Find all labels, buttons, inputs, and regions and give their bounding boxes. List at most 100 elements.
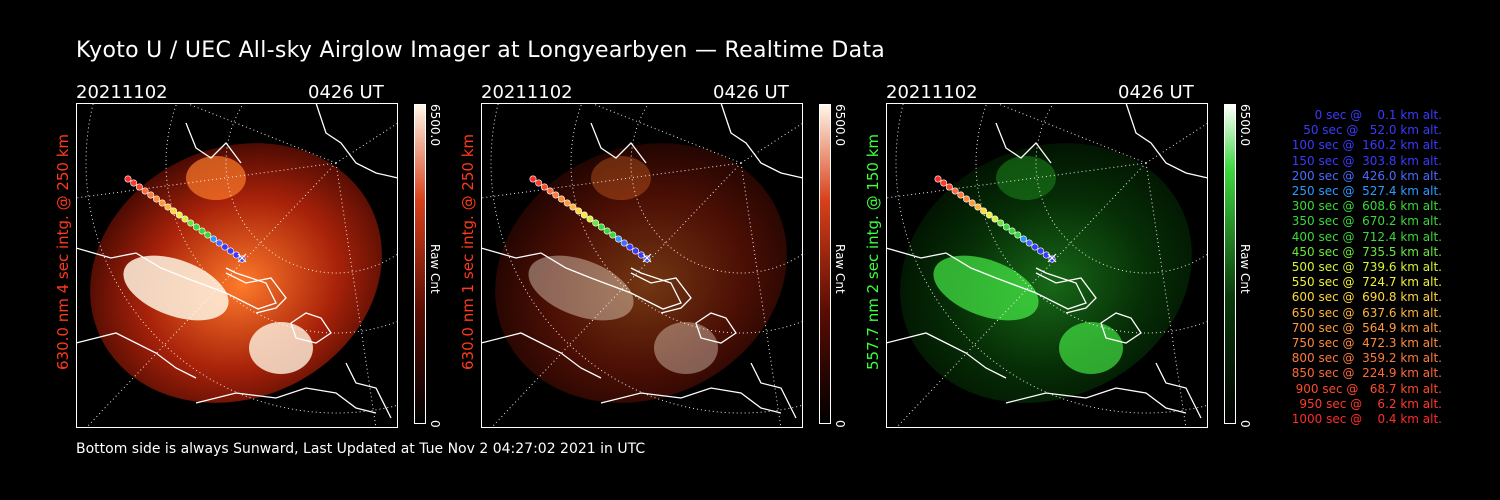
trajectory-point	[529, 175, 537, 183]
launch-site-marker	[642, 253, 652, 263]
trajectory-point	[130, 179, 138, 187]
legend-entry: 500 sec @ 739.6 km alt.	[1287, 260, 1442, 275]
trajectory-point	[546, 187, 554, 195]
trajectory-point	[181, 215, 189, 223]
allsky-image	[886, 103, 1208, 428]
legend-entry: 1000 sec @ 0.4 km alt.	[1291, 412, 1442, 427]
trajectory-point	[238, 255, 246, 263]
panel-ylabel: 557.7 nm 2 sec intg. @ 150 km	[864, 133, 882, 370]
trajectory-point	[147, 191, 155, 199]
colorbar-min: 0	[428, 420, 442, 428]
trajectory-point	[580, 211, 588, 219]
trajectory-point	[980, 207, 988, 215]
legend-entry: 800 sec @ 359.2 km alt.	[1287, 351, 1442, 366]
panel-date: 20211102	[76, 82, 168, 103]
trajectory-point	[563, 199, 571, 207]
trajectory-point	[558, 195, 566, 203]
panel-ylabel: 630.0 nm 4 sec intg. @ 250 km	[54, 133, 72, 370]
colorbar-max: 6500.0	[833, 104, 847, 146]
legend-entry: 650 sec @ 637.6 km alt.	[1287, 305, 1442, 320]
trajectory-point	[603, 227, 611, 235]
trajectory-point	[153, 195, 161, 203]
legend-entry: 50 sec @ 52.0 km alt.	[1295, 123, 1442, 138]
trajectory-point	[991, 215, 999, 223]
colorbar-min: 0	[1238, 420, 1252, 428]
legend-entry: 200 sec @ 426.0 km alt.	[1287, 168, 1442, 183]
legend-entry: 350 sec @ 670.2 km alt.	[1287, 214, 1442, 229]
trajectory-point	[175, 211, 183, 219]
panel-time: 0426 UT	[308, 82, 384, 103]
colorbar-unit: Raw Cnt	[1238, 244, 1252, 294]
trajectory-point	[945, 183, 953, 191]
panel-time: 0426 UT	[1118, 82, 1194, 103]
trajectory-point	[592, 219, 600, 227]
trajectory-point	[1008, 227, 1016, 235]
trajectory-point	[164, 203, 172, 211]
trajectory-point	[210, 235, 218, 243]
footer-status: Bottom side is always Sunward, Last Upda…	[76, 441, 646, 457]
trajectory-point	[1020, 235, 1028, 243]
trajectory-point	[1037, 247, 1045, 255]
altitude-legend: 0 sec @ 0.1 km alt. 50 sec @ 52.0 km alt…	[1262, 108, 1442, 427]
colorbar-unit: Raw Cnt	[833, 244, 847, 294]
trajectory-point	[1025, 239, 1033, 247]
trajectory-point	[940, 179, 948, 187]
trajectory-point	[221, 243, 229, 251]
trajectory-point	[968, 199, 976, 207]
trajectory-point	[575, 207, 583, 215]
panel-time: 0426 UT	[713, 82, 789, 103]
legend-entry: 700 sec @ 564.9 km alt.	[1287, 320, 1442, 335]
trajectory-point	[124, 175, 132, 183]
legend-entry: 150 sec @ 303.8 km alt.	[1287, 153, 1442, 168]
trajectory-point	[540, 183, 548, 191]
launch-site-marker	[1047, 253, 1057, 263]
trajectory-point	[597, 223, 605, 231]
trajectory-point	[135, 183, 143, 191]
trajectory-point	[141, 187, 149, 195]
colorbar-unit: Raw Cnt	[428, 244, 442, 294]
colorbar-min: 0	[833, 420, 847, 428]
trajectory-point	[609, 231, 617, 239]
legend-entry: 300 sec @ 608.6 km alt.	[1287, 199, 1442, 214]
colorbar-max: 6500.0	[428, 104, 442, 146]
launch-site-marker	[237, 253, 247, 263]
trajectory-point	[552, 191, 560, 199]
trajectory-point	[643, 255, 651, 263]
trajectory-point	[569, 203, 577, 211]
allsky-image	[76, 103, 398, 428]
trajectory-point	[626, 243, 634, 251]
trajectory-point	[1048, 255, 1056, 263]
legend-entry: 950 sec @ 6.2 km alt.	[1295, 396, 1442, 411]
trajectory-point	[934, 175, 942, 183]
legend-entry: 850 sec @ 224.9 km alt.	[1287, 366, 1442, 381]
trajectory-point	[158, 199, 166, 207]
trajectory-point	[974, 203, 982, 211]
trajectory-point	[204, 231, 212, 239]
trajectory-point	[215, 239, 223, 247]
allsky-image	[481, 103, 803, 428]
colorbar	[819, 104, 831, 424]
trajectory-point	[192, 223, 200, 231]
legend-entry: 550 sec @ 724.7 km alt.	[1287, 275, 1442, 290]
trajectory-point	[1002, 223, 1010, 231]
legend-entry: 750 sec @ 472.3 km alt.	[1287, 336, 1442, 351]
trajectory-point	[535, 179, 543, 187]
trajectory-point	[951, 187, 959, 195]
trajectory-point	[586, 215, 594, 223]
trajectory-point	[227, 247, 235, 255]
trajectory-point	[1031, 243, 1039, 251]
trajectory-point	[957, 191, 965, 199]
trajectory-point	[170, 207, 178, 215]
trajectory-point	[963, 195, 971, 203]
panel-ylabel: 630.0 nm 1 sec intg. @ 250 km	[459, 133, 477, 370]
legend-entry: 100 sec @ 160.2 km alt.	[1287, 138, 1442, 153]
legend-entry: 250 sec @ 527.4 km alt.	[1287, 184, 1442, 199]
legend-entry: 900 sec @ 68.7 km alt.	[1291, 381, 1442, 396]
legend-entry: 0 sec @ 0.1 km alt.	[1303, 108, 1442, 122]
trajectory-point	[198, 227, 206, 235]
trajectory-point	[997, 219, 1005, 227]
colorbar	[1224, 104, 1236, 424]
trajectory-point	[1014, 231, 1022, 239]
panel-date: 20211102	[481, 82, 573, 103]
legend-entry: 600 sec @ 690.8 km alt.	[1287, 290, 1442, 305]
